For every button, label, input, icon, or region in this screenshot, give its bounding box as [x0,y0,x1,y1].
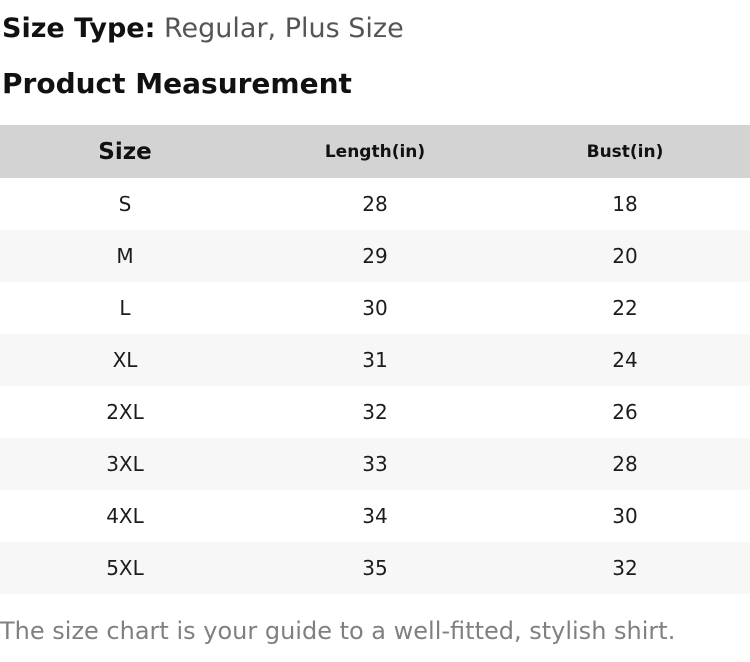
table-row: S 28 18 [0,178,750,230]
length-cell: 32 [362,400,388,424]
table-row: 4XL 34 30 [0,490,750,542]
bust-cell: 30 [612,504,638,528]
length-cell: 30 [362,296,388,320]
column-header-size: Size [98,138,152,165]
length-cell: 33 [362,452,388,476]
size-chart-caption: The size chart is your guide to a well-f… [0,617,676,645]
column-header-length: Length(in) [324,141,426,162]
table-row: 2XL 32 26 [0,386,750,438]
size-cell: 2XL [106,400,144,424]
bust-cell: 24 [612,348,638,372]
size-type-value: Regular, Plus Size [163,13,404,44]
size-cell: S [118,192,132,216]
size-type-line: Size Type: Regular, Plus Size [2,12,750,46]
size-cell: 5XL [106,556,144,580]
size-cell: 3XL [106,452,144,476]
bust-cell: 26 [612,400,638,424]
length-cell: 34 [362,504,388,528]
bust-cell: 28 [612,452,638,476]
table-row: 5XL 35 32 [0,542,750,594]
size-table: Size Length(in) Bust(in) S 28 18 M 29 20 L 30 22… [0,125,750,594]
length-cell: 28 [362,192,388,216]
table-row: XL 31 24 [0,334,750,386]
size-cell: 4XL [106,504,144,528]
length-cell: 35 [362,556,388,580]
length-cell: 31 [362,348,388,372]
size-table-header: Size Length(in) Bust(in) [0,125,750,178]
header-row: Size Length(in) Bust(in) [0,125,750,178]
length-cell: 29 [362,244,388,268]
size-cell: XL [112,348,138,372]
table-row: 3XL 33 28 [0,438,750,490]
product-measurement-title: Product Measurement [2,67,352,100]
table-row: M 29 20 [0,230,750,282]
bust-cell: 22 [612,296,638,320]
bust-cell: 18 [612,192,638,216]
size-cell: M [116,244,134,268]
size-table-body: S 28 18 M 29 20 L 30 22 XL 31 24 2XL 32 26 3XL 33 28 4XL 34… [0,178,750,594]
bust-cell: 32 [612,556,638,580]
size-cell: L [119,296,131,320]
table-row: L 30 22 [0,282,750,334]
column-header-bust: Bust(in) [586,141,664,162]
bust-cell: 20 [612,244,638,268]
size-type-label: Size Type: [2,13,156,44]
